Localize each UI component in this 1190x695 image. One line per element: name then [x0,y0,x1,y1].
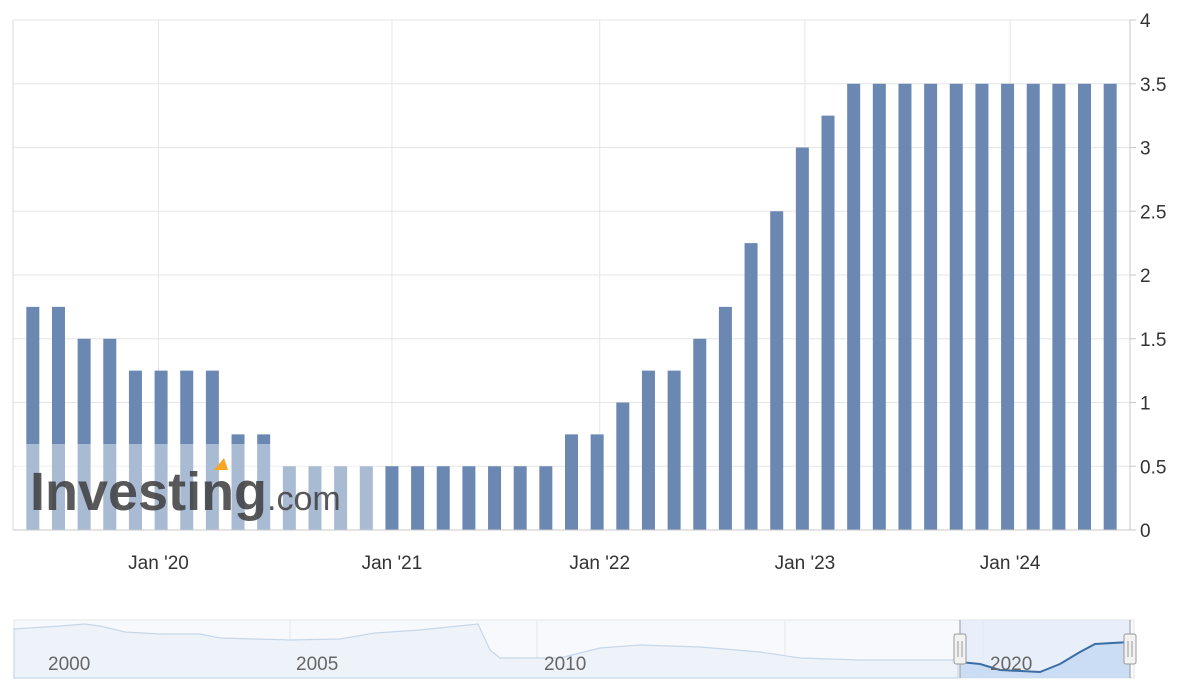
bar [1026,83,1040,530]
bar [385,466,399,530]
bar [1103,83,1117,530]
navigator-year-label: 2000 [48,654,90,675]
navigator-selected-area [960,642,1130,678]
logo-wordmark: Investing [30,462,267,522]
handle-grip-icon[interactable] [953,633,967,665]
investing-logo-watermark: Investing.com [16,444,376,530]
bar [770,211,784,530]
bar [821,115,835,530]
logo-accent-icon [214,458,228,470]
bar [667,370,681,530]
bar [847,83,861,530]
bar [539,466,553,530]
bar [795,147,809,530]
bars [26,83,1117,530]
navigator-left-handle[interactable] [953,633,967,665]
logo-text: Investing.com [30,462,341,522]
x-tick-label: Jan '23 [775,553,836,574]
bar [436,466,450,530]
bar [744,243,758,530]
x-tick-label: Jan '22 [569,553,630,574]
bar [898,83,912,530]
y-tick-label: 2 [1140,266,1151,287]
handle-grip-icon[interactable] [1123,633,1137,665]
bar [975,83,989,530]
bar [1001,83,1015,530]
navigator-year-label: 2005 [296,654,338,675]
navigator[interactable]: 2000 2005 2010 2020 [13,619,1137,679]
axes: 0 0.5 1 1.5 2 2.5 3 3.5 4 Jan '20 Jan '21 Jan '22 Ja… [12,11,1166,574]
bar [590,434,604,530]
bar [565,434,578,530]
bar [282,466,296,530]
bar [257,434,271,530]
logo-suffix: .com [267,480,341,518]
navigator-year-label: 2020 [990,654,1032,675]
x-tick-label: Jan '21 [362,553,423,574]
bar [308,466,322,530]
bar [1078,83,1092,530]
watermark-band [16,444,376,530]
navigator-right-handle[interactable] [1123,633,1137,665]
y-tick-label: 1 [1140,394,1151,415]
bar [154,370,168,530]
bar [103,338,117,530]
y-tick-label: 0 [1140,521,1151,542]
bar [180,370,194,530]
bar [693,338,707,530]
bar [51,306,65,530]
bar [616,402,630,530]
navigator-selected-line [959,641,1131,674]
x-tick-label: Jan '20 [128,553,189,574]
bar [924,83,938,530]
bar [513,466,527,530]
bar [26,306,40,530]
bar [231,434,245,530]
bar [718,306,732,530]
y-tick-label: 2.5 [1140,202,1166,223]
y-tick-label: 3.5 [1140,75,1166,96]
bar [488,466,502,530]
y-tick-label: 3 [1140,139,1151,160]
bar [77,338,91,530]
bar [205,370,219,530]
navigator-year-label: 2010 [544,654,586,675]
bar [359,466,373,530]
bar [641,370,655,530]
bar [334,466,348,530]
navigator-history-series [13,623,959,679]
bar [462,466,476,530]
bar [872,83,886,530]
x-tick-label: Jan '24 [980,553,1041,574]
y-tick-label: 1.5 [1140,330,1166,351]
y-tick-label: 4 [1140,11,1151,32]
bar [128,370,142,530]
y-tick-label: 0.5 [1140,457,1166,478]
bar [411,466,425,530]
bar [949,83,963,530]
bar [1052,83,1066,530]
